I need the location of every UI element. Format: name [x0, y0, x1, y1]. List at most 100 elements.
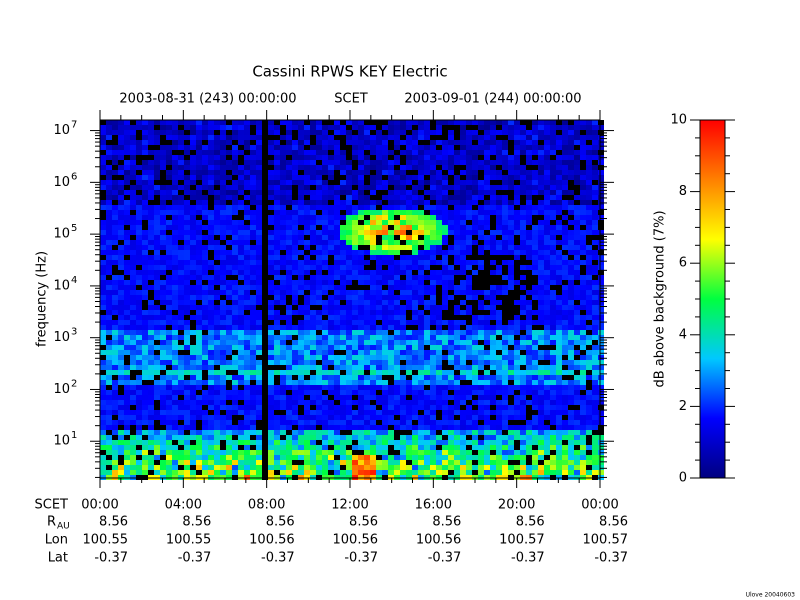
spectrogram-cell [298, 205, 304, 210]
spectrogram-cell [376, 165, 382, 170]
spectrogram-cell [472, 145, 478, 150]
spectrogram-cell [166, 350, 172, 355]
spectrogram-cell [322, 255, 328, 260]
spectrogram-cell [208, 135, 214, 140]
spectrogram-cell [202, 180, 208, 185]
spectrogram-cell [568, 170, 574, 175]
spectrogram-cell [298, 200, 304, 205]
spectrogram-cell [400, 235, 406, 240]
spectrogram-cell [442, 385, 448, 390]
spectrogram-cell [436, 355, 442, 360]
spectrogram-cell [400, 240, 406, 245]
spectrogram-cell [358, 315, 364, 320]
spectrogram-cell [448, 210, 454, 215]
spectrogram-cell [526, 145, 532, 150]
spectrogram-cell [274, 290, 280, 295]
spectrogram-cell [586, 360, 592, 365]
spectrogram-cell [358, 405, 364, 410]
spectrogram-cell [268, 170, 274, 175]
spectrogram-cell [352, 170, 358, 175]
spectrogram-cell [388, 200, 394, 205]
spectrogram-cell [388, 365, 394, 370]
spectrogram-cell [478, 255, 484, 260]
spectrogram-cell [208, 160, 214, 165]
spectrogram-cell [184, 245, 190, 250]
spectrogram-cell [562, 330, 568, 335]
spectrogram-cell [370, 175, 376, 180]
spectrogram-cell [136, 320, 142, 325]
spectrogram-cell [340, 400, 346, 405]
spectrogram-cell [328, 120, 334, 125]
spectrogram-cell [112, 340, 118, 345]
spectrogram-cell [154, 335, 160, 340]
spectrogram-cell [550, 340, 556, 345]
spectrogram-cell [448, 280, 454, 285]
spectrogram-cell [364, 245, 370, 250]
spectrogram-cell [274, 150, 280, 155]
spectrogram-cell [448, 220, 454, 225]
spectrogram-cell [430, 355, 436, 360]
spectrogram-cell [148, 215, 154, 220]
spectrogram-cell [460, 390, 466, 395]
spectrogram-cell [538, 270, 544, 275]
spectrogram-cell [100, 200, 106, 205]
spectrogram-cell [184, 175, 190, 180]
spectrogram-cell [106, 235, 112, 240]
spectrogram-cell [550, 365, 556, 370]
spectrogram-cell [358, 220, 364, 225]
spectrogram-cell [166, 235, 172, 240]
spectrogram-cell [322, 350, 328, 355]
spectrogram-cell [196, 200, 202, 205]
spectrogram-cell [520, 240, 526, 245]
spectrogram-cell [142, 235, 148, 240]
spectrogram-cell [286, 410, 292, 415]
spectrogram-cell [304, 270, 310, 275]
spectrogram-cell [184, 295, 190, 300]
spectrogram-cell [502, 310, 508, 315]
spectrogram-cell [238, 300, 244, 305]
spectrogram-cell [196, 135, 202, 140]
spectrogram-cell [100, 365, 106, 370]
spectrogram-cell [256, 125, 262, 130]
spectrogram-cell [580, 285, 586, 290]
spectrogram-cell [220, 145, 226, 150]
spectrogram-cell [454, 235, 460, 240]
spectrogram-cell [190, 390, 196, 395]
spectrogram-cell [382, 315, 388, 320]
spectrogram-cell [148, 375, 154, 380]
spectrogram-cell [316, 195, 322, 200]
spectrogram-cell [346, 140, 352, 145]
spectrogram-cell [538, 155, 544, 160]
spectrogram-cell [262, 385, 268, 390]
spectrogram-cell [520, 205, 526, 210]
spectrogram-cell [118, 235, 124, 240]
spectrogram-cell [136, 290, 142, 295]
spectrogram-cell [172, 300, 178, 305]
spectrogram-cell [184, 285, 190, 290]
spectrogram-cell [118, 160, 124, 165]
spectrogram-cell [286, 230, 292, 235]
spectrogram-cell [502, 285, 508, 290]
spectrogram-cell [424, 315, 430, 320]
spectrogram-cell [400, 145, 406, 150]
spectrogram-cell [184, 385, 190, 390]
spectrogram-cell [448, 150, 454, 155]
spectrogram-cell [202, 280, 208, 285]
spectrogram-cell [106, 240, 112, 245]
spectrogram-cell [124, 390, 130, 395]
spectrogram-cell [316, 245, 322, 250]
spectrogram-cell [220, 165, 226, 170]
spectrogram-cell [292, 315, 298, 320]
spectrogram-cell [592, 170, 598, 175]
spectrogram-cell [184, 410, 190, 415]
spectrogram-cell [484, 140, 490, 145]
spectrogram-cell [250, 180, 256, 185]
spectrogram-cell [376, 185, 382, 190]
spectrogram-cell [148, 200, 154, 205]
spectrogram-cell [562, 235, 568, 240]
spectrogram-cell [310, 220, 316, 225]
spectrogram-cell [460, 315, 466, 320]
spectrogram-cell [136, 345, 142, 350]
spectrogram-cell [580, 260, 586, 265]
spectrogram-cell [388, 285, 394, 290]
